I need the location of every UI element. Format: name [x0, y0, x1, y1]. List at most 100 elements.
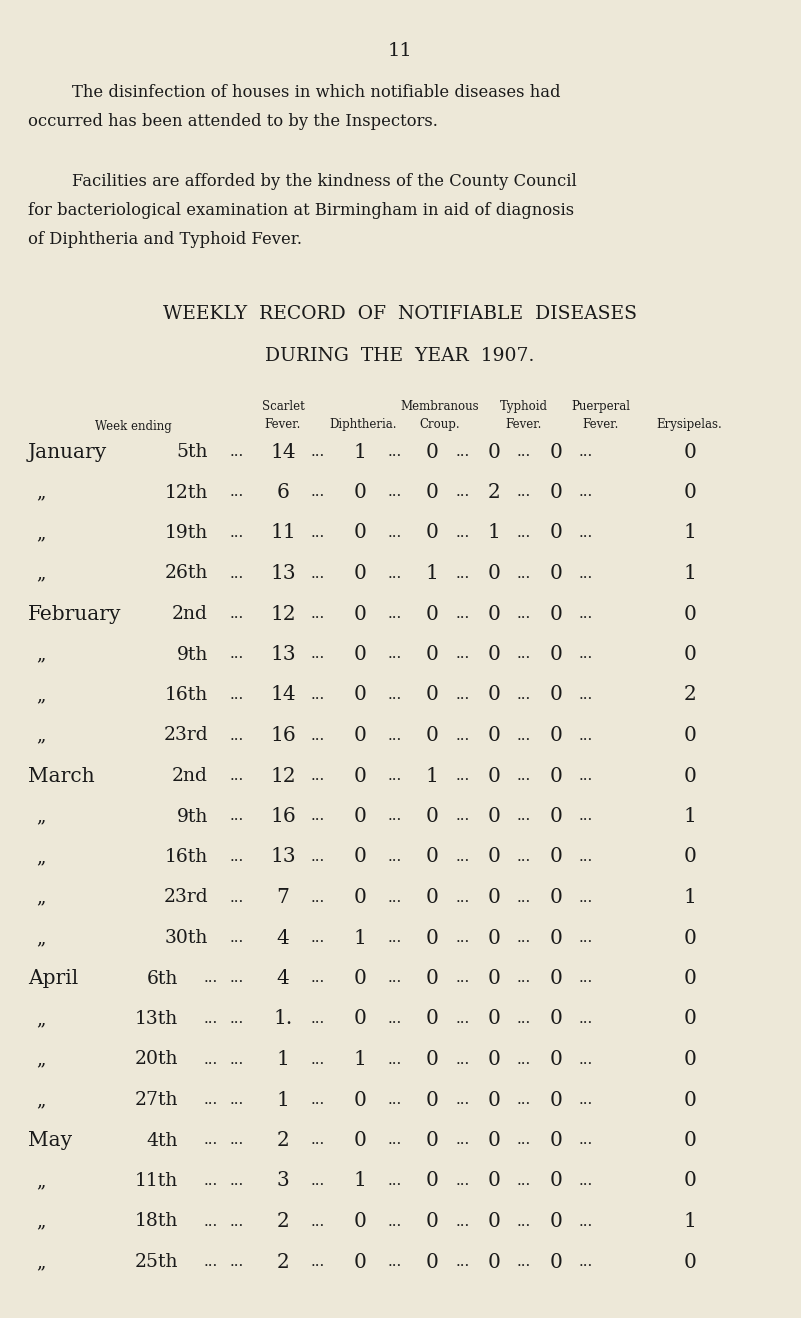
Text: „: „ [36, 525, 46, 542]
Text: „: „ [36, 564, 46, 583]
Text: ...: ... [230, 485, 244, 500]
Text: ...: ... [388, 688, 402, 702]
Text: ...: ... [456, 809, 470, 824]
Text: ...: ... [579, 567, 593, 580]
Text: ...: ... [311, 850, 325, 865]
Text: ...: ... [456, 1093, 470, 1107]
Text: 1: 1 [425, 564, 438, 583]
Text: ...: ... [204, 1093, 218, 1107]
Text: 0: 0 [425, 1050, 438, 1069]
Text: ...: ... [388, 729, 402, 742]
Text: ...: ... [579, 809, 593, 824]
Text: ...: ... [456, 608, 470, 621]
Text: ...: ... [456, 485, 470, 500]
Text: ...: ... [311, 1174, 325, 1188]
Text: 2: 2 [276, 1213, 289, 1231]
Text: 0: 0 [683, 605, 696, 623]
Text: ...: ... [456, 1133, 470, 1148]
Text: 4: 4 [276, 928, 289, 948]
Text: 0: 0 [488, 443, 501, 461]
Text: 0: 0 [353, 1090, 366, 1110]
Text: 0: 0 [488, 645, 501, 664]
Text: ...: ... [456, 526, 470, 540]
Text: ...: ... [517, 688, 531, 702]
Text: Facilities are afforded by the kindness of the County Council: Facilities are afforded by the kindness … [72, 173, 577, 190]
Text: „: „ [36, 888, 46, 907]
Text: January: January [28, 443, 107, 461]
Text: 0: 0 [549, 1252, 562, 1272]
Text: ...: ... [456, 850, 470, 865]
Text: 0: 0 [488, 605, 501, 623]
Text: 0: 0 [488, 685, 501, 705]
Text: 11th: 11th [135, 1172, 178, 1190]
Text: 0: 0 [683, 1131, 696, 1151]
Text: of Diphtheria and Typhoid Fever.: of Diphtheria and Typhoid Fever. [28, 231, 302, 248]
Text: 0: 0 [425, 685, 438, 705]
Text: Puerperal: Puerperal [571, 399, 630, 413]
Text: ...: ... [204, 1012, 218, 1025]
Text: ...: ... [579, 608, 593, 621]
Text: ...: ... [311, 1012, 325, 1025]
Text: 6th: 6th [147, 970, 178, 987]
Text: „: „ [36, 1253, 46, 1271]
Text: 0: 0 [549, 1172, 562, 1190]
Text: „: „ [36, 847, 46, 866]
Text: 0: 0 [488, 767, 501, 786]
Text: 0: 0 [353, 482, 366, 502]
Text: 18th: 18th [135, 1213, 178, 1231]
Text: ...: ... [456, 1255, 470, 1269]
Text: 12: 12 [270, 605, 296, 623]
Text: ...: ... [579, 647, 593, 662]
Text: 0: 0 [353, 847, 366, 866]
Text: ...: ... [311, 1133, 325, 1148]
Text: ...: ... [230, 1174, 244, 1188]
Text: Fever.: Fever. [505, 418, 542, 431]
Text: 1: 1 [353, 1050, 366, 1069]
Text: 0: 0 [353, 645, 366, 664]
Text: 27th: 27th [135, 1091, 178, 1108]
Text: ...: ... [388, 1093, 402, 1107]
Text: 0: 0 [353, 1010, 366, 1028]
Text: Scarlet: Scarlet [262, 399, 304, 413]
Text: ...: ... [230, 567, 244, 580]
Text: ...: ... [311, 891, 325, 904]
Text: 0: 0 [549, 928, 562, 948]
Text: 0: 0 [425, 726, 438, 745]
Text: 0: 0 [353, 685, 366, 705]
Text: ...: ... [230, 526, 244, 540]
Text: ...: ... [204, 1214, 218, 1228]
Text: ...: ... [311, 1214, 325, 1228]
Text: 0: 0 [425, 807, 438, 826]
Text: 16th: 16th [165, 847, 208, 866]
Text: for bacteriological examination at Birmingham in aid of diagnosis: for bacteriological examination at Birmi… [28, 202, 574, 219]
Text: 0: 0 [425, 1213, 438, 1231]
Text: „: „ [36, 726, 46, 745]
Text: ...: ... [388, 485, 402, 500]
Text: „: „ [36, 484, 46, 502]
Text: 0: 0 [425, 523, 438, 543]
Text: ...: ... [230, 1214, 244, 1228]
Text: „: „ [36, 1172, 46, 1190]
Text: 0: 0 [549, 523, 562, 543]
Text: ...: ... [388, 567, 402, 580]
Text: 1: 1 [488, 523, 501, 543]
Text: 2nd: 2nd [172, 605, 208, 623]
Text: 0: 0 [425, 888, 438, 907]
Text: 7: 7 [276, 888, 289, 907]
Text: ...: ... [204, 1053, 218, 1066]
Text: 0: 0 [488, 969, 501, 988]
Text: Fever.: Fever. [583, 418, 619, 431]
Text: 0: 0 [549, 726, 562, 745]
Text: ...: ... [388, 1214, 402, 1228]
Text: 4: 4 [276, 969, 289, 988]
Text: ...: ... [230, 1255, 244, 1269]
Text: 0: 0 [683, 1172, 696, 1190]
Text: ...: ... [517, 1012, 531, 1025]
Text: 0: 0 [353, 1213, 366, 1231]
Text: ...: ... [230, 608, 244, 621]
Text: ...: ... [311, 688, 325, 702]
Text: 16: 16 [270, 807, 296, 826]
Text: ...: ... [517, 526, 531, 540]
Text: ...: ... [388, 1174, 402, 1188]
Text: 0: 0 [549, 1131, 562, 1151]
